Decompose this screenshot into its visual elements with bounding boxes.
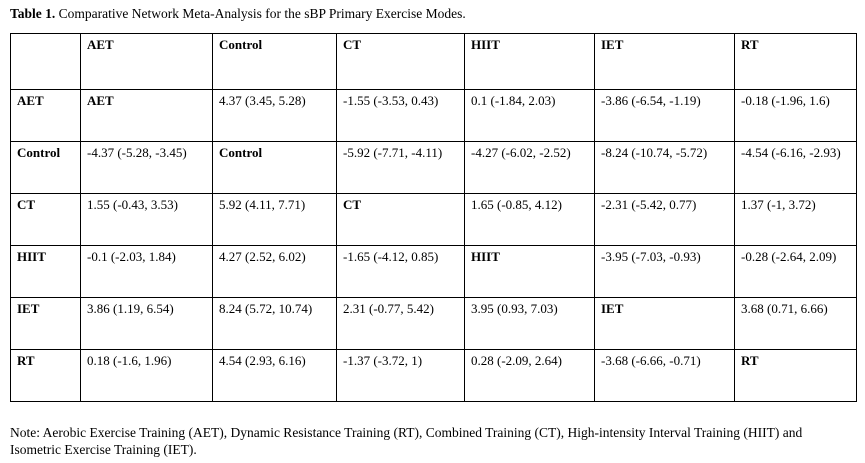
table-row: HIIT -0.1 (-2.03, 1.84) 4.27 (2.52, 6.02… [10,245,857,298]
table-caption: Table 1. Comparative Network Meta-Analys… [10,5,466,23]
row-header-cell: RT [10,349,81,402]
table-cell: -3.68 (-6.66, -0.71) [594,349,735,402]
table-row: IET 3.86 (1.19, 6.54) 8.24 (5.72, 10.74)… [10,297,857,350]
table-cell: 4.37 (3.45, 5.28) [212,89,337,142]
diagonal-cell: Control [212,141,337,194]
row-header-cell: HIIT [10,245,81,298]
table-cell: -3.95 (-7.03, -0.93) [594,245,735,298]
row-header-cell: AET [10,89,81,142]
table-cell: -4.37 (-5.28, -3.45) [80,141,213,194]
row-header-cell: Control [10,141,81,194]
table-cell: 5.92 (4.11, 7.71) [212,193,337,246]
row-header-cell: IET [10,297,81,350]
header-cell-corner [10,33,81,90]
diagonal-cell: CT [336,193,465,246]
table-cell: -0.1 (-2.03, 1.84) [80,245,213,298]
table-cell: 0.28 (-2.09, 2.64) [464,349,595,402]
table-cell: 1.55 (-0.43, 3.53) [80,193,213,246]
table-cell: -4.54 (-6.16, -2.93) [734,141,857,194]
table-cell: -8.24 (-10.74, -5.72) [594,141,735,194]
table-caption-label: Table 1. [10,6,56,21]
header-cell-aet: AET [80,33,213,90]
diagonal-cell: RT [734,349,857,402]
table-cell: 0.1 (-1.84, 2.03) [464,89,595,142]
table-cell: 4.54 (2.93, 6.16) [212,349,337,402]
table-cell: -4.27 (-6.02, -2.52) [464,141,595,194]
table-cell: 3.86 (1.19, 6.54) [80,297,213,350]
table-cell: 8.24 (5.72, 10.74) [212,297,337,350]
table-cell: -1.65 (-4.12, 0.85) [336,245,465,298]
table-row: Control -4.37 (-5.28, -3.45) Control -5.… [10,141,857,194]
header-cell-rt: RT [734,33,857,90]
diagonal-cell: IET [594,297,735,350]
table-cell: 1.65 (-0.85, 4.12) [464,193,595,246]
row-header-cell: CT [10,193,81,246]
table-cell: -1.37 (-3.72, 1) [336,349,465,402]
table-row: RT 0.18 (-1.6, 1.96) 4.54 (2.93, 6.16) -… [10,349,857,402]
header-cell-ct: CT [336,33,465,90]
table-note: Note: Aerobic Exercise Training (AET), D… [10,425,803,457]
table-cell: -5.92 (-7.71, -4.11) [336,141,465,194]
table-cell: 2.31 (-0.77, 5.42) [336,297,465,350]
header-cell-iet: IET [594,33,735,90]
table-cell: 0.18 (-1.6, 1.96) [80,349,213,402]
table-cell: 1.37 (-1, 3.72) [734,193,857,246]
table-cell: -2.31 (-5.42, 0.77) [594,193,735,246]
table-header-row: AET Control CT HIIT IET RT [10,33,857,90]
header-cell-hiit: HIIT [464,33,595,90]
table-row: AET AET 4.37 (3.45, 5.28) -1.55 (-3.53, … [10,89,857,142]
diagonal-cell: AET [80,89,213,142]
table-row: CT 1.55 (-0.43, 3.53) 5.92 (4.11, 7.71) … [10,193,857,246]
comparison-table: AET Control CT HIIT IET RT AET AET 4.37 … [10,33,857,402]
table-cell: -3.86 (-6.54, -1.19) [594,89,735,142]
table-caption-text: Comparative Network Meta-Analysis for th… [55,6,466,21]
table-cell: 4.27 (2.52, 6.02) [212,245,337,298]
table-cell: -1.55 (-3.53, 0.43) [336,89,465,142]
table-cell: -0.18 (-1.96, 1.6) [734,89,857,142]
table-cell: -0.28 (-2.64, 2.09) [734,245,857,298]
table-cell: 3.95 (0.93, 7.03) [464,297,595,350]
header-cell-control: Control [212,33,337,90]
table-cell: 3.68 (0.71, 6.66) [734,297,857,350]
diagonal-cell: HIIT [464,245,595,298]
